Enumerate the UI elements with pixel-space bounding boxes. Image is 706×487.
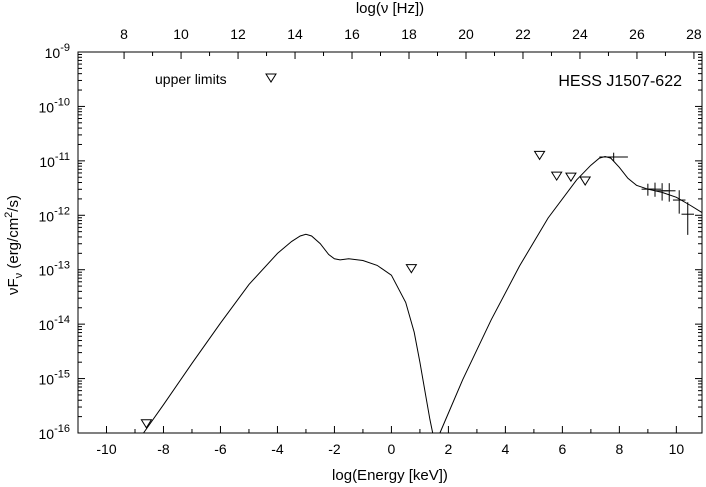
top-x-tick-label: 8 [120, 26, 128, 42]
upper-limit-point [579, 176, 592, 186]
top-x-tick-label: 18 [401, 26, 417, 42]
x-tick-label: 6 [558, 441, 566, 457]
upper-limit-point [550, 171, 563, 182]
x-tick-label: 4 [501, 441, 509, 457]
legend-label: upper limits [155, 71, 227, 87]
y-tick-label: 10-12 [39, 205, 70, 224]
top-x-axis-label: log(ν [Hz]) [356, 0, 424, 17]
x-tick-label: 8 [615, 441, 623, 457]
x-tick-label: 2 [445, 441, 453, 457]
x-tick-label: 0 [388, 441, 396, 457]
top-x-tick-label: 20 [458, 26, 474, 42]
top-x-tick-label: 28 [686, 26, 702, 42]
x-tick-label: -6 [214, 441, 227, 457]
y-tick-label: 10-13 [39, 260, 70, 279]
x-tick-label: -8 [157, 441, 170, 457]
upper-limit-point [565, 172, 577, 183]
x-axis-label: log(Energy [keV]) [332, 467, 448, 484]
x-tick-label: 10 [669, 441, 685, 457]
y-axis-label: νFν (erg/cm2/s) [3, 195, 25, 295]
x-tick-label: -4 [271, 441, 284, 457]
top-x-tick-label: 12 [230, 26, 246, 42]
synchrotron-model-curve [143, 233, 434, 434]
y-axis-label-units-b: /s) [5, 195, 22, 212]
y-axis-label-main: νF [5, 278, 22, 295]
y-tick-label: 10-15 [39, 369, 70, 388]
plot-frame [77, 51, 703, 434]
y-tick-label: 10-10 [39, 96, 70, 115]
y-tick-label: 10-11 [39, 151, 70, 170]
inverse-compton-model-curve [439, 155, 703, 434]
upper-limit-point [533, 150, 546, 161]
chart-title: HESS J1507-622 [558, 73, 682, 90]
top-x-tick-label: 22 [515, 26, 531, 42]
y-tick-label: 10-9 [45, 42, 70, 61]
top-x-tick-label: 14 [287, 26, 303, 42]
y-axis-label-units-sup: 2 [3, 212, 15, 218]
top-x-tick-label: 26 [629, 26, 645, 42]
top-x-tick-label: 16 [344, 26, 360, 42]
upper-limit-point [405, 264, 418, 274]
top-x-tick-label: 10 [173, 26, 189, 42]
x-tick-label: -10 [96, 441, 116, 457]
legend-upper-limit-marker [265, 73, 277, 83]
upper-limit-point [140, 419, 153, 429]
x-tick-label: -2 [328, 441, 341, 457]
top-x-tick-label: 24 [572, 26, 588, 42]
y-axis-label-units-a: (erg/cm [5, 218, 22, 273]
y-tick-label: 10-16 [39, 423, 70, 442]
y-tick-label: 10-14 [39, 314, 70, 333]
y-axis-label-sub: ν [13, 272, 25, 278]
